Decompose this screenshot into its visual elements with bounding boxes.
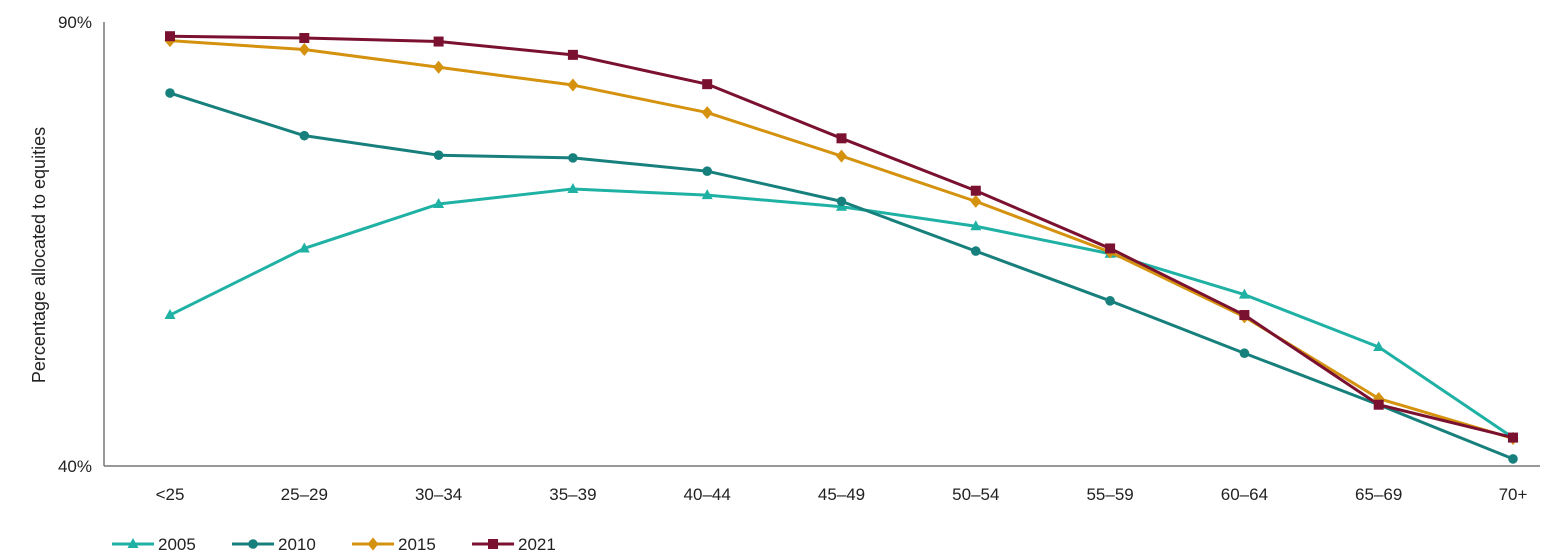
- point-2005-35-39: [567, 182, 579, 193]
- point-2005-50-54: [970, 220, 982, 231]
- point-2021-35-39: [567, 49, 578, 60]
- legend-label-2021: 2021: [518, 535, 556, 553]
- legend-marker-2005: [127, 538, 139, 548]
- point-2010-lt25: [165, 88, 175, 98]
- legend-marker-2021: [488, 539, 498, 549]
- legend-marker-2010: [248, 539, 258, 549]
- point-2021-60-64: [1239, 310, 1250, 321]
- point-2005-60-64: [1238, 288, 1250, 299]
- point-2021-55-59: [1105, 243, 1116, 254]
- y-tick-label-max: 90%: [58, 13, 92, 32]
- x-tick-label-30-34: 30–34: [415, 485, 462, 504]
- series-2010: [165, 88, 1518, 464]
- legend-label-2015: 2015: [398, 535, 436, 553]
- legend-item-2015: 2015: [352, 535, 436, 553]
- point-2010-25-29: [299, 130, 310, 141]
- x-tick-label-45-49: 45–49: [818, 485, 865, 504]
- point-2015-50-54: [970, 194, 982, 208]
- legend-item-2010: 2010: [232, 535, 316, 553]
- point-2005-30-34: [433, 198, 445, 209]
- x-tick-label-40-44: 40–44: [684, 485, 731, 504]
- legend-item-2005: 2005: [112, 535, 196, 553]
- x-tick-labels: <25 25–29 30–34 35–39 40–44 45–49 50–54 55–59 60…: [156, 485, 1528, 504]
- point-2015-30-34: [433, 60, 445, 74]
- series-line-2005: [169, 187, 1514, 439]
- y-tick-label-min: 40%: [58, 457, 92, 476]
- point-2015-35-39: [567, 78, 579, 92]
- point-2021-lt25: [165, 31, 175, 42]
- point-2010-30-34: [433, 150, 444, 160]
- point-2010-55-59: [1105, 296, 1115, 306]
- point-2010-35-39: [568, 153, 578, 163]
- point-2015-45-49: [836, 149, 847, 163]
- x-tick-label-35-39: 35–39: [549, 485, 596, 504]
- point-2015-25-29: [298, 43, 310, 57]
- point-2010-50-54: [971, 246, 981, 256]
- x-tick-label-70plus: 70+: [1499, 485, 1528, 504]
- point-2010-60-64: [1239, 348, 1250, 359]
- point-2021-70plus: [1508, 432, 1518, 443]
- point-2005-25-29: [298, 242, 310, 253]
- legend-label-2005: 2005: [158, 535, 196, 553]
- point-2021-25-29: [299, 32, 310, 43]
- point-2021-45-49: [836, 133, 847, 144]
- point-2005-65-69: [1373, 341, 1385, 352]
- point-2010-45-49: [836, 196, 847, 207]
- x-tick-label-lt25: <25: [156, 485, 185, 504]
- y-axis-title: Percentage allocated to equities: [29, 127, 49, 383]
- point-2010-70plus: [1508, 454, 1518, 464]
- point-2021-40-44: [702, 79, 713, 90]
- series-2015: [164, 34, 1519, 445]
- legend-item-2021: 2021: [472, 535, 556, 553]
- x-tick-label-50-54: 50–54: [952, 485, 999, 504]
- point-2005-40-44: [701, 189, 713, 200]
- x-tick-label-25-29: 25–29: [281, 485, 328, 504]
- series-2021: [165, 31, 1518, 443]
- point-2015-40-44: [701, 106, 713, 120]
- series-2005: [164, 182, 1519, 442]
- series-line-2010: [169, 91, 1514, 461]
- x-tick-label-65-69: 65–69: [1355, 485, 1402, 504]
- x-tick-label-60-64: 60–64: [1221, 485, 1268, 504]
- legend: 2005 2010 2015 2021: [112, 535, 556, 553]
- legend-marker-2015: [367, 537, 379, 551]
- point-2021-50-54: [970, 185, 981, 196]
- point-2005-lt25: [164, 309, 176, 320]
- x-tick-label-55-59: 55–59: [1086, 485, 1133, 504]
- point-2021-65-69: [1373, 399, 1384, 410]
- point-2021-30-34: [433, 36, 444, 47]
- legend-label-2010: 2010: [278, 535, 316, 553]
- point-2010-40-44: [702, 166, 712, 176]
- series-layer: [164, 31, 1519, 464]
